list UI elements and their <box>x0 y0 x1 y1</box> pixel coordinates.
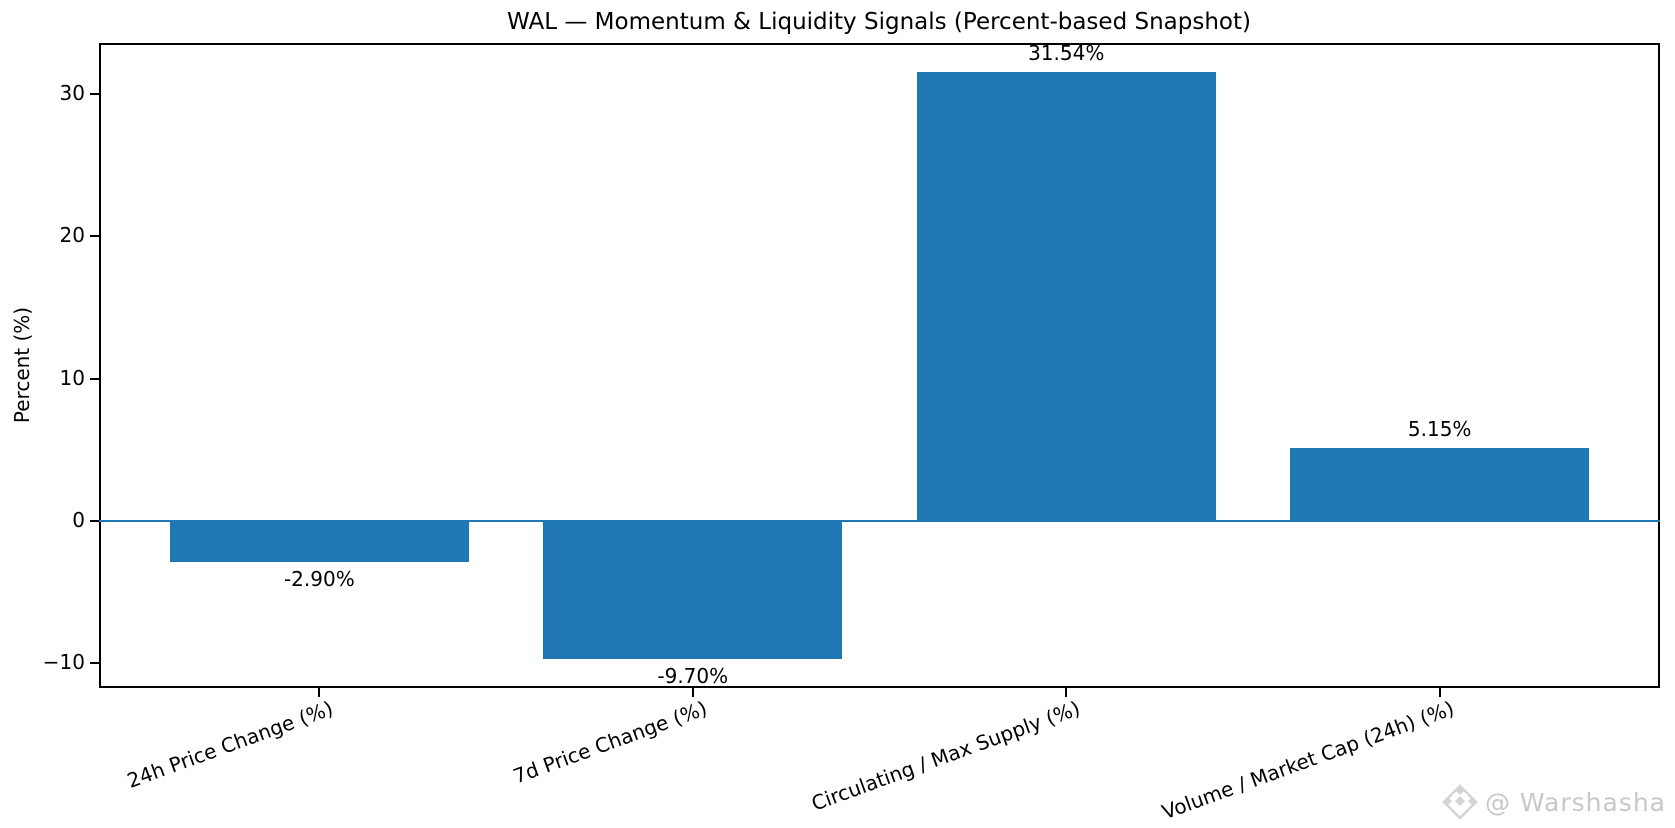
x-tick-mark <box>1065 688 1068 697</box>
bar-value-label-0: -2.90% <box>283 567 355 591</box>
y-tick-mark <box>90 661 99 664</box>
plot-area <box>99 43 1660 688</box>
y-tick-label: 20 <box>59 223 85 248</box>
x-tick-label-2: Circulating / Max Supply (%) <box>808 696 1084 816</box>
x-tick-label-0: 24h Price Change (%) <box>124 696 337 793</box>
y-tick-mark <box>90 93 99 96</box>
chart-title: WAL — Momentum & Liquidity Signals (Perc… <box>507 9 1251 35</box>
bar-value-label-1: -9.70% <box>657 663 729 688</box>
bar-3 <box>1290 447 1590 521</box>
y-tick-mark <box>90 235 99 238</box>
y-tick-label: 30 <box>59 81 85 106</box>
y-tick-mark <box>90 377 99 380</box>
watermark: @ Warshasha <box>1442 784 1666 820</box>
bar-value-label-2: 31.54% <box>1028 41 1105 66</box>
bar-1 <box>543 520 843 659</box>
gem-diamond-icon <box>1442 784 1478 820</box>
y-tick-mark <box>90 519 99 522</box>
x-tick-label-3: Volume / Market Cap (24h) (%) <box>1158 696 1457 825</box>
x-tick-mark <box>691 688 694 697</box>
y-tick-label: 10 <box>59 365 85 390</box>
x-tick-mark <box>318 688 321 697</box>
watermark-text: @ Warshasha <box>1484 787 1666 817</box>
y-tick-label: 0 <box>72 507 85 532</box>
bar-value-label-3: 5.15% <box>1407 416 1472 441</box>
x-tick-label-1: 7d Price Change (%) <box>509 696 710 789</box>
y-tick-label: −10 <box>42 649 85 674</box>
bar-2 <box>916 72 1216 521</box>
zero-line <box>99 519 1660 522</box>
bar-0 <box>169 520 469 562</box>
x-tick-mark <box>1438 688 1441 697</box>
